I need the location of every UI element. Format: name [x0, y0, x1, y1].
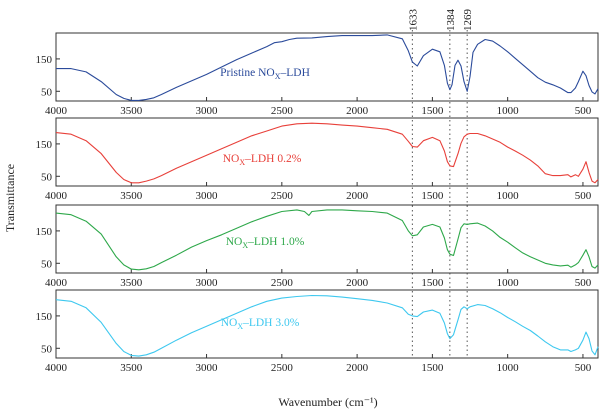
- x-tick-label: 3500: [120, 105, 143, 117]
- y-tick-label: 150: [36, 54, 53, 66]
- x-tick-label: 3500: [120, 190, 143, 202]
- y-tick-label: 150: [36, 311, 53, 323]
- x-tick-label: 1000: [497, 277, 520, 289]
- panel-2: 50 150 4000 3500 3000 2500 2000 1500 1000 500 NOX–…: [36, 117, 599, 202]
- panel-1: 50 150 4000 3500 3000 2500 2000 1500 1000 500 Pris…: [36, 32, 599, 117]
- x-tick-label: 1000: [497, 190, 520, 202]
- x-tick-label: 2500: [271, 277, 294, 289]
- panel-frame: [55, 117, 599, 187]
- y-tick-label: 150: [36, 139, 53, 151]
- guide-labels: 1633 1384 1269: [407, 9, 474, 32]
- series-label-subscript: X: [237, 322, 243, 331]
- y-tick-label: 50: [41, 343, 53, 355]
- x-tick-label: 1500: [421, 105, 444, 117]
- x-tick-label: 3000: [196, 190, 219, 202]
- y-tick-label: 50: [41, 86, 53, 98]
- panel-frame: [55, 32, 599, 102]
- x-tick-label: 2000: [346, 105, 369, 117]
- panel-frame: [55, 289, 599, 359]
- spectrum-line-2: [55, 122, 599, 184]
- panel-frame: [55, 204, 599, 274]
- x-tick-label: 4000: [45, 105, 68, 117]
- series-label-main: NO: [223, 153, 240, 165]
- x-tick-label: 3500: [120, 277, 143, 289]
- spectrum-line-1: [56, 34, 599, 101]
- series-label-4: NOX–LDH 3.0%: [221, 317, 300, 331]
- series-label-3: NOX–LDH 1.0%: [226, 236, 305, 250]
- x-tick-label: 2000: [346, 277, 369, 289]
- x-tick-label: 4000: [45, 362, 68, 374]
- series-label-tail: –LDH 3.0%: [242, 317, 300, 329]
- panel-4: 50 150 4000 3500 3000 2500 2000 1500 1000 500 NOX–…: [36, 289, 599, 374]
- x-axis-label: Wavenumber (cm⁻¹): [278, 395, 377, 409]
- series-label-subscript: X: [275, 72, 281, 81]
- series-label-subscript: X: [239, 158, 245, 167]
- panels: 50 150 4000 3500 3000 2500 2000 1500 1000 500 Pris…: [36, 32, 599, 374]
- y-tick-label: 50: [41, 258, 53, 270]
- series-label-main: NO: [221, 317, 238, 329]
- x-tick-label: 500: [575, 190, 592, 202]
- x-tick-label: 1000: [497, 362, 520, 374]
- y-tick-label: 50: [41, 171, 53, 183]
- x-tick-label: 4000: [45, 277, 68, 289]
- x-tick-label: 2500: [271, 190, 294, 202]
- reference-label-1633: 1633: [407, 9, 419, 32]
- series-label-main: Pristine NO: [220, 67, 275, 79]
- guide-lines: [411, 30, 468, 358]
- reference-label-1384: 1384: [445, 9, 457, 32]
- panel-3: 50 150 4000 3500 3000 2500 2000 1500 1000 500 NOX–…: [36, 204, 599, 289]
- x-tick-label: 500: [575, 362, 592, 374]
- y-tick-label: 150: [36, 226, 53, 238]
- y-axis-label: Transmittance: [3, 164, 17, 232]
- x-tick-label: 1500: [421, 277, 444, 289]
- x-tick-label: 500: [575, 105, 592, 117]
- x-tick-label: 2500: [271, 362, 294, 374]
- x-tick-label: 2000: [346, 190, 369, 202]
- x-tick-label: 1000: [497, 105, 520, 117]
- x-tick-label: 3000: [196, 105, 219, 117]
- x-tick-label: 500: [575, 277, 592, 289]
- x-tick-label: 1500: [421, 362, 444, 374]
- x-tick-label: 4000: [45, 190, 68, 202]
- series-label-subscript: X: [242, 241, 248, 250]
- spectrum-line-3: [55, 209, 599, 271]
- x-tick-label: 3000: [196, 362, 219, 374]
- x-tick-label: 3000: [196, 277, 219, 289]
- spectrum-line-4: [55, 294, 599, 357]
- series-label-tail: –LDH: [280, 67, 310, 79]
- series-label-1: Pristine NOX–LDH: [220, 67, 310, 81]
- series-label-tail: –LDH 0.2%: [244, 153, 302, 165]
- x-tick-label: 2500: [271, 105, 294, 117]
- x-tick-label: 1500: [421, 190, 444, 202]
- x-tick-label: 2000: [346, 362, 369, 374]
- reference-label-1269: 1269: [462, 9, 474, 32]
- series-label-2: NOX–LDH 0.2%: [223, 153, 302, 167]
- series-label-main: NO: [226, 236, 243, 248]
- x-tick-label: 3500: [120, 362, 143, 374]
- series-label-tail: –LDH 1.0%: [247, 236, 305, 248]
